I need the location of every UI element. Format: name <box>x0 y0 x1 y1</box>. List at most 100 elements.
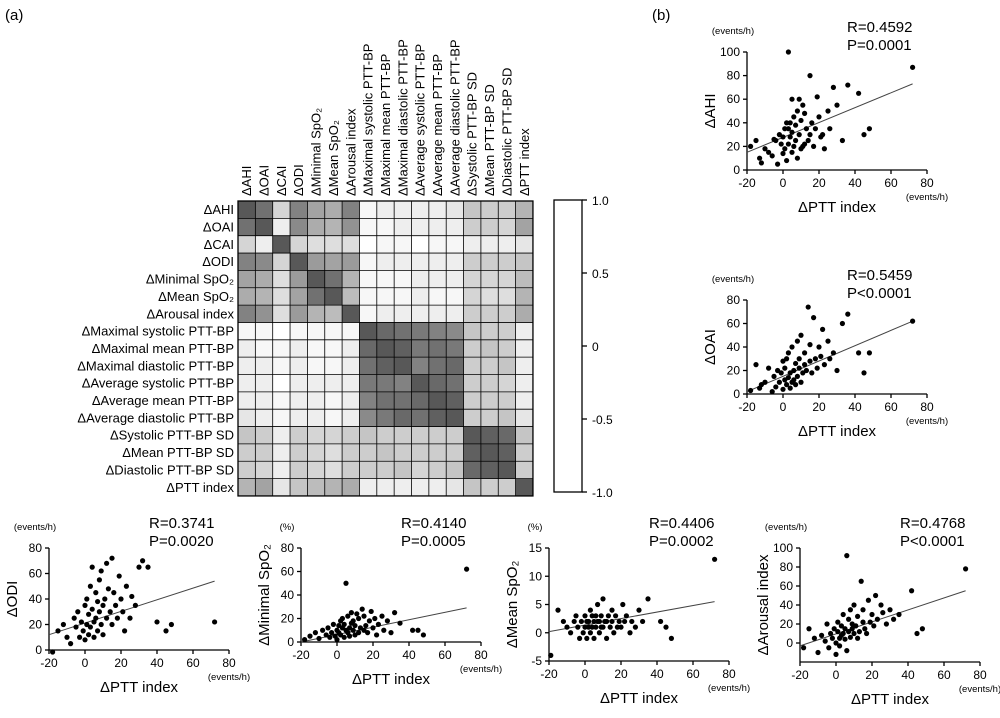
heatmap-cell <box>324 478 343 497</box>
heatmap-cell <box>342 305 360 323</box>
heatmap-cell <box>498 218 516 236</box>
heatmap-cell <box>342 322 360 340</box>
heatmap-cell <box>463 391 482 410</box>
heatmap-cell <box>324 322 343 340</box>
data-point <box>757 155 763 161</box>
data-point <box>620 601 626 608</box>
data-point <box>845 311 851 317</box>
colorbar-tick-label: -1.0 <box>592 486 613 500</box>
data-point <box>793 122 799 128</box>
data-point <box>748 387 754 394</box>
heatmap-cell <box>411 357 430 375</box>
data-point <box>776 379 783 385</box>
heatmap-cell <box>376 409 395 427</box>
data-point <box>118 596 124 602</box>
heatmap-col-label: ΔMaximal systolic PTT-BP <box>361 44 376 196</box>
heatmap-cell <box>515 322 534 340</box>
heatmap-cell <box>272 443 291 462</box>
data-point <box>361 613 367 619</box>
data-point <box>778 370 784 376</box>
y-tick-label: 0 <box>287 635 294 649</box>
heatmap-cell <box>376 253 395 271</box>
heatmap-col-label: ΔMaximal mean PTT-BP <box>378 54 393 196</box>
data-point <box>589 613 595 619</box>
heatmap-cell <box>307 201 325 219</box>
heatmap-cell <box>446 235 464 254</box>
x-axis-unit: (events/h) <box>906 192 948 203</box>
data-point <box>866 126 873 132</box>
x-tick-label: 80 <box>920 400 934 414</box>
heatmap-cell <box>446 218 464 236</box>
data-point <box>910 318 916 324</box>
heatmap-cell <box>463 409 482 427</box>
data-point <box>325 625 331 631</box>
data-point <box>379 613 385 619</box>
data-point <box>114 615 120 621</box>
heatmap-cell <box>324 426 343 445</box>
heatmap-cell <box>255 374 273 393</box>
x-tick-label: 0 <box>82 656 89 670</box>
heatmap-row-label: ΔCAI <box>204 237 234 252</box>
data-point <box>821 146 828 152</box>
heatmap-frame <box>237 200 534 497</box>
data-point <box>623 613 630 619</box>
data-point <box>796 132 802 138</box>
heatmap-cell <box>480 391 499 410</box>
heatmap-cell <box>376 218 395 236</box>
data-point <box>821 362 828 368</box>
data-point <box>819 632 825 639</box>
data-point <box>100 602 106 608</box>
data-point <box>82 602 88 608</box>
data-point <box>773 384 779 390</box>
heatmap-cell <box>446 461 464 479</box>
y-tick-label: 80 <box>29 541 43 555</box>
heatmap-cell <box>411 339 430 358</box>
data-point <box>632 624 639 630</box>
heatmap-row-label: ΔAHI <box>204 202 234 217</box>
heatmap-cell <box>480 253 499 271</box>
data-point <box>573 613 579 619</box>
correlation-heatmap: ΔAHIΔAHIΔOAIΔOAIΔCAIΔCAIΔODIΔODIΔMinimal… <box>77 39 534 497</box>
heatmap-cell <box>446 409 464 427</box>
heatmap-cell <box>428 357 447 375</box>
heatmap-cell <box>255 357 273 375</box>
data-point <box>771 373 777 379</box>
y-tick-label: 0 <box>35 643 42 657</box>
heatmap-cell <box>272 391 291 410</box>
data-point <box>809 120 815 126</box>
x-tick-label: 40 <box>848 400 862 414</box>
heatmap-cell <box>515 357 534 375</box>
data-point <box>855 635 861 641</box>
data-point <box>91 634 97 640</box>
heatmap-cell <box>255 339 273 358</box>
colorbar-tick-label: -0.5 <box>592 413 613 427</box>
heatmap-cell <box>463 461 482 479</box>
data-point <box>811 143 817 149</box>
colorbar: 1.0 0.5 0 -0.5 -1.0 <box>553 194 613 500</box>
heatmap-cell <box>394 287 412 306</box>
heatmap-cell <box>498 478 516 497</box>
data-point <box>415 627 421 633</box>
x-axis-unit: (events/h) <box>959 684 1000 695</box>
data-point <box>789 149 795 155</box>
data-point <box>616 618 622 625</box>
heatmap-cell <box>411 201 430 219</box>
heatmap-cell <box>480 443 499 462</box>
data-point <box>384 618 390 624</box>
heatmap-cell <box>376 235 395 254</box>
heatmap-cell <box>480 322 499 340</box>
x-axis-label: ΔPTT index <box>352 671 431 688</box>
heatmap-cell <box>515 253 534 271</box>
data-point <box>613 613 619 619</box>
x-tick-label: -20 <box>738 176 756 190</box>
heatmap-cell <box>290 339 308 358</box>
data-point <box>341 634 347 640</box>
heatmap-row-label: ΔMean SpO₂ <box>158 289 234 304</box>
data-point <box>109 555 115 561</box>
heatmap-cell <box>376 478 395 497</box>
heatmap-cell <box>359 443 377 462</box>
data-point <box>820 132 826 138</box>
data-point <box>102 596 108 602</box>
